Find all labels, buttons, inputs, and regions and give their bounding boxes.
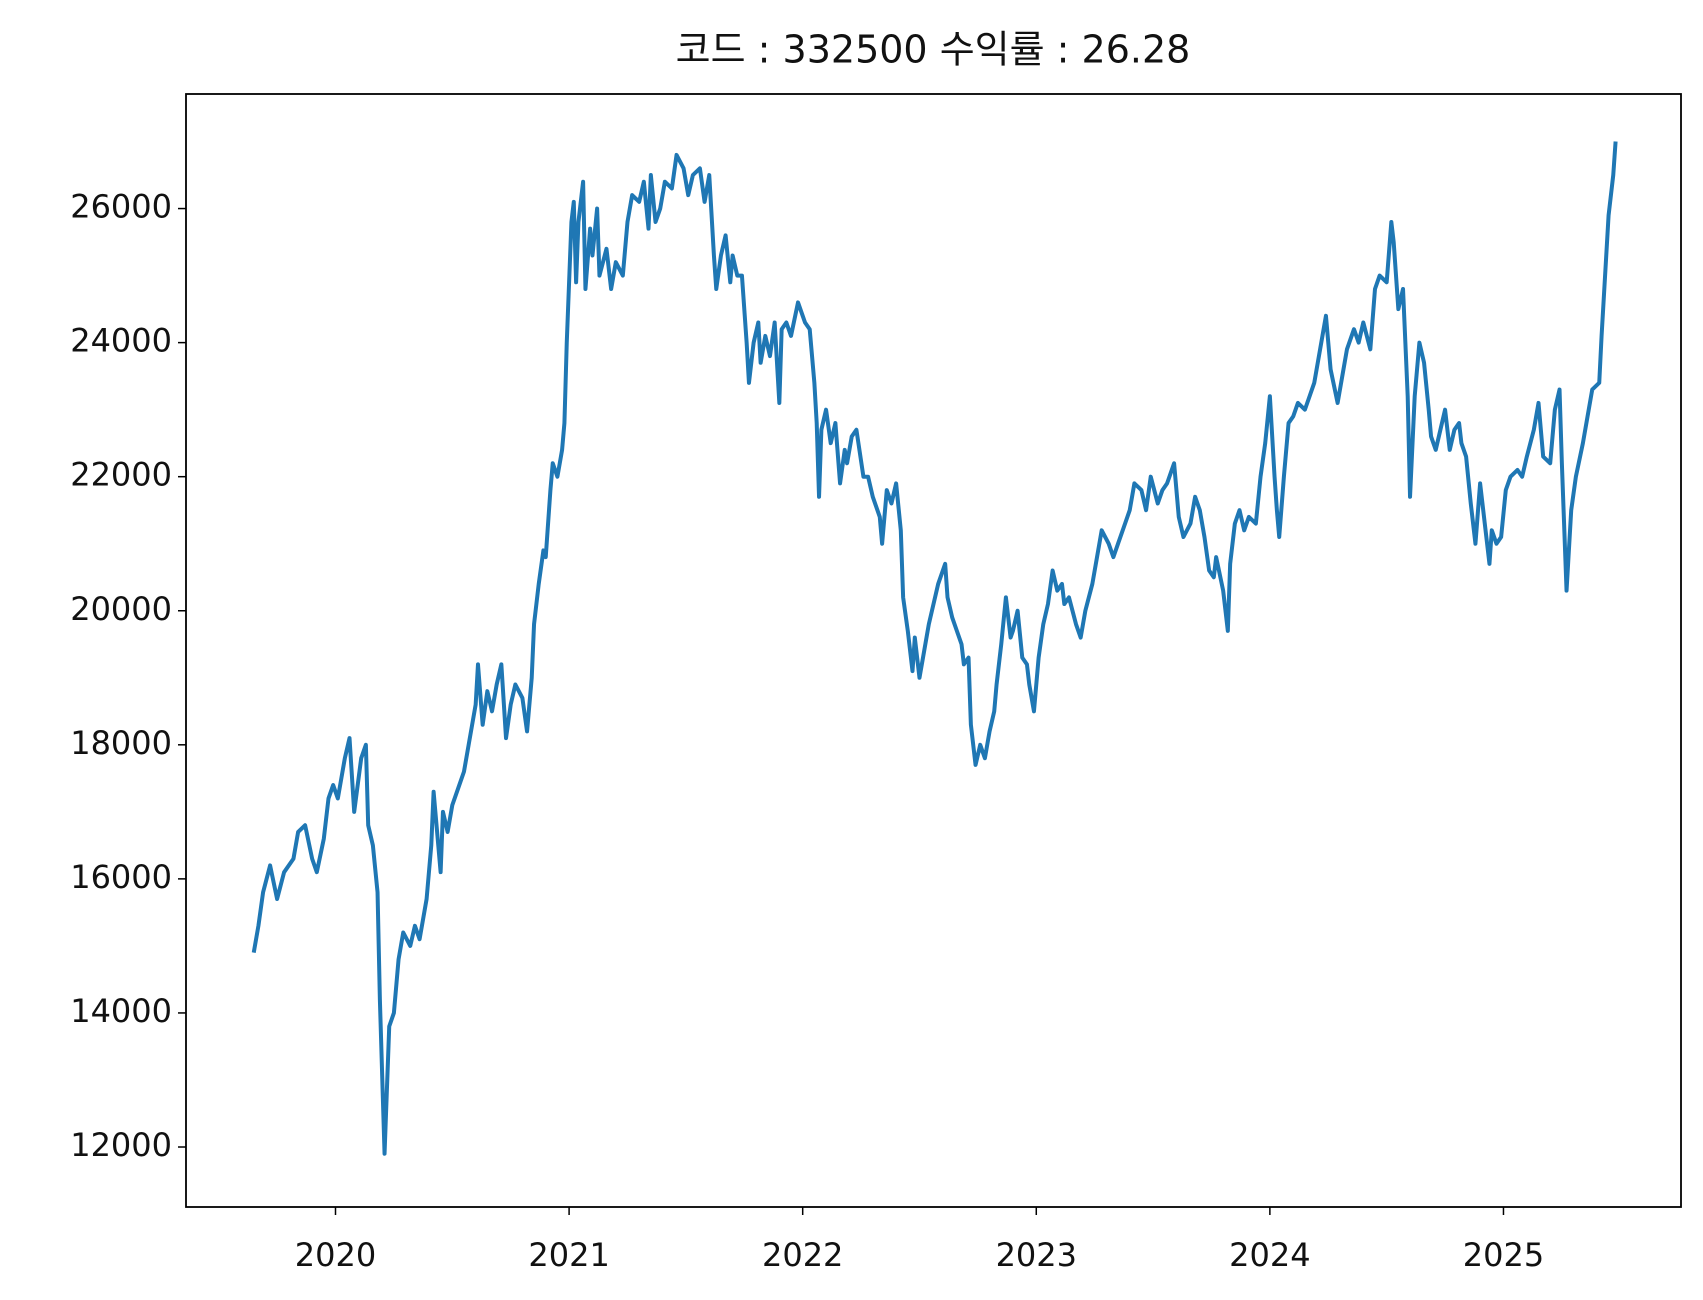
chart-title: 코드 : 332500 수익률 : 26.28 xyxy=(676,28,1191,72)
x-tick-label: 2024 xyxy=(1229,1236,1310,1274)
y-tick-label: 14000 xyxy=(70,992,172,1030)
x-tick-label: 2025 xyxy=(1463,1236,1544,1274)
x-tick-label: 2020 xyxy=(295,1236,376,1274)
y-tick-label: 16000 xyxy=(70,858,172,896)
y-tick-label: 20000 xyxy=(70,590,172,628)
y-tick-label: 12000 xyxy=(70,1126,172,1164)
x-tick-label: 2021 xyxy=(528,1236,609,1274)
x-tick-label: 2023 xyxy=(996,1236,1077,1274)
plot-frame xyxy=(185,93,1682,1208)
y-tick-label: 22000 xyxy=(70,456,172,494)
y-tick-label: 18000 xyxy=(70,724,172,762)
price-line xyxy=(251,141,1618,1156)
x-tick-label: 2022 xyxy=(762,1236,843,1274)
y-tick-label: 24000 xyxy=(70,322,172,360)
y-tick-label: 26000 xyxy=(70,188,172,226)
